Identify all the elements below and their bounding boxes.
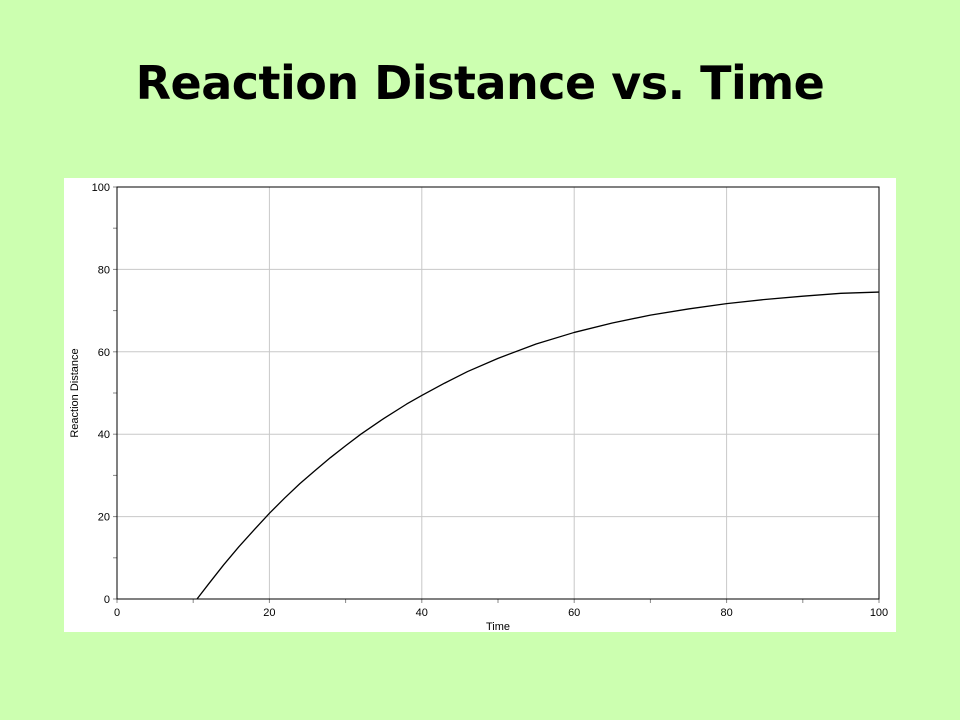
x-tick-label: 0 bbox=[114, 607, 120, 619]
y-tick-label: 60 bbox=[98, 347, 110, 359]
x-tick-label: 40 bbox=[416, 607, 428, 619]
y-tick-label: 100 bbox=[92, 182, 110, 194]
x-tick-labels: 0 20 40 60 80 100 bbox=[114, 607, 888, 619]
x-axis-label: Time bbox=[486, 621, 510, 632]
y-tick-label: 40 bbox=[98, 429, 110, 441]
slide-title: Reaction Distance vs. Time bbox=[135, 56, 825, 110]
grid-lines bbox=[117, 187, 879, 599]
y-tick-labels: 0 20 40 60 80 100 bbox=[92, 182, 110, 606]
minor-ticks bbox=[113, 186, 880, 603]
series-layer bbox=[196, 291, 880, 600]
series-line bbox=[196, 291, 880, 600]
y-axis-label: Reaction Distance bbox=[69, 348, 81, 437]
y-tick-label: 80 bbox=[98, 264, 110, 276]
y-tick-label: 0 bbox=[104, 594, 110, 606]
chart-panel: 0 20 40 60 80 100 0 20 40 60 80 100 Time Reaction … bbox=[64, 178, 896, 632]
x-tick-label: 100 bbox=[870, 607, 888, 619]
x-tick-label: 60 bbox=[568, 607, 580, 619]
x-tick-label: 20 bbox=[263, 607, 275, 619]
x-tick-label: 80 bbox=[720, 607, 732, 619]
line-chart: 0 20 40 60 80 100 0 20 40 60 80 100 Time Reaction … bbox=[69, 182, 888, 632]
plot-frame bbox=[116, 186, 880, 600]
y-tick-label: 20 bbox=[98, 512, 110, 524]
